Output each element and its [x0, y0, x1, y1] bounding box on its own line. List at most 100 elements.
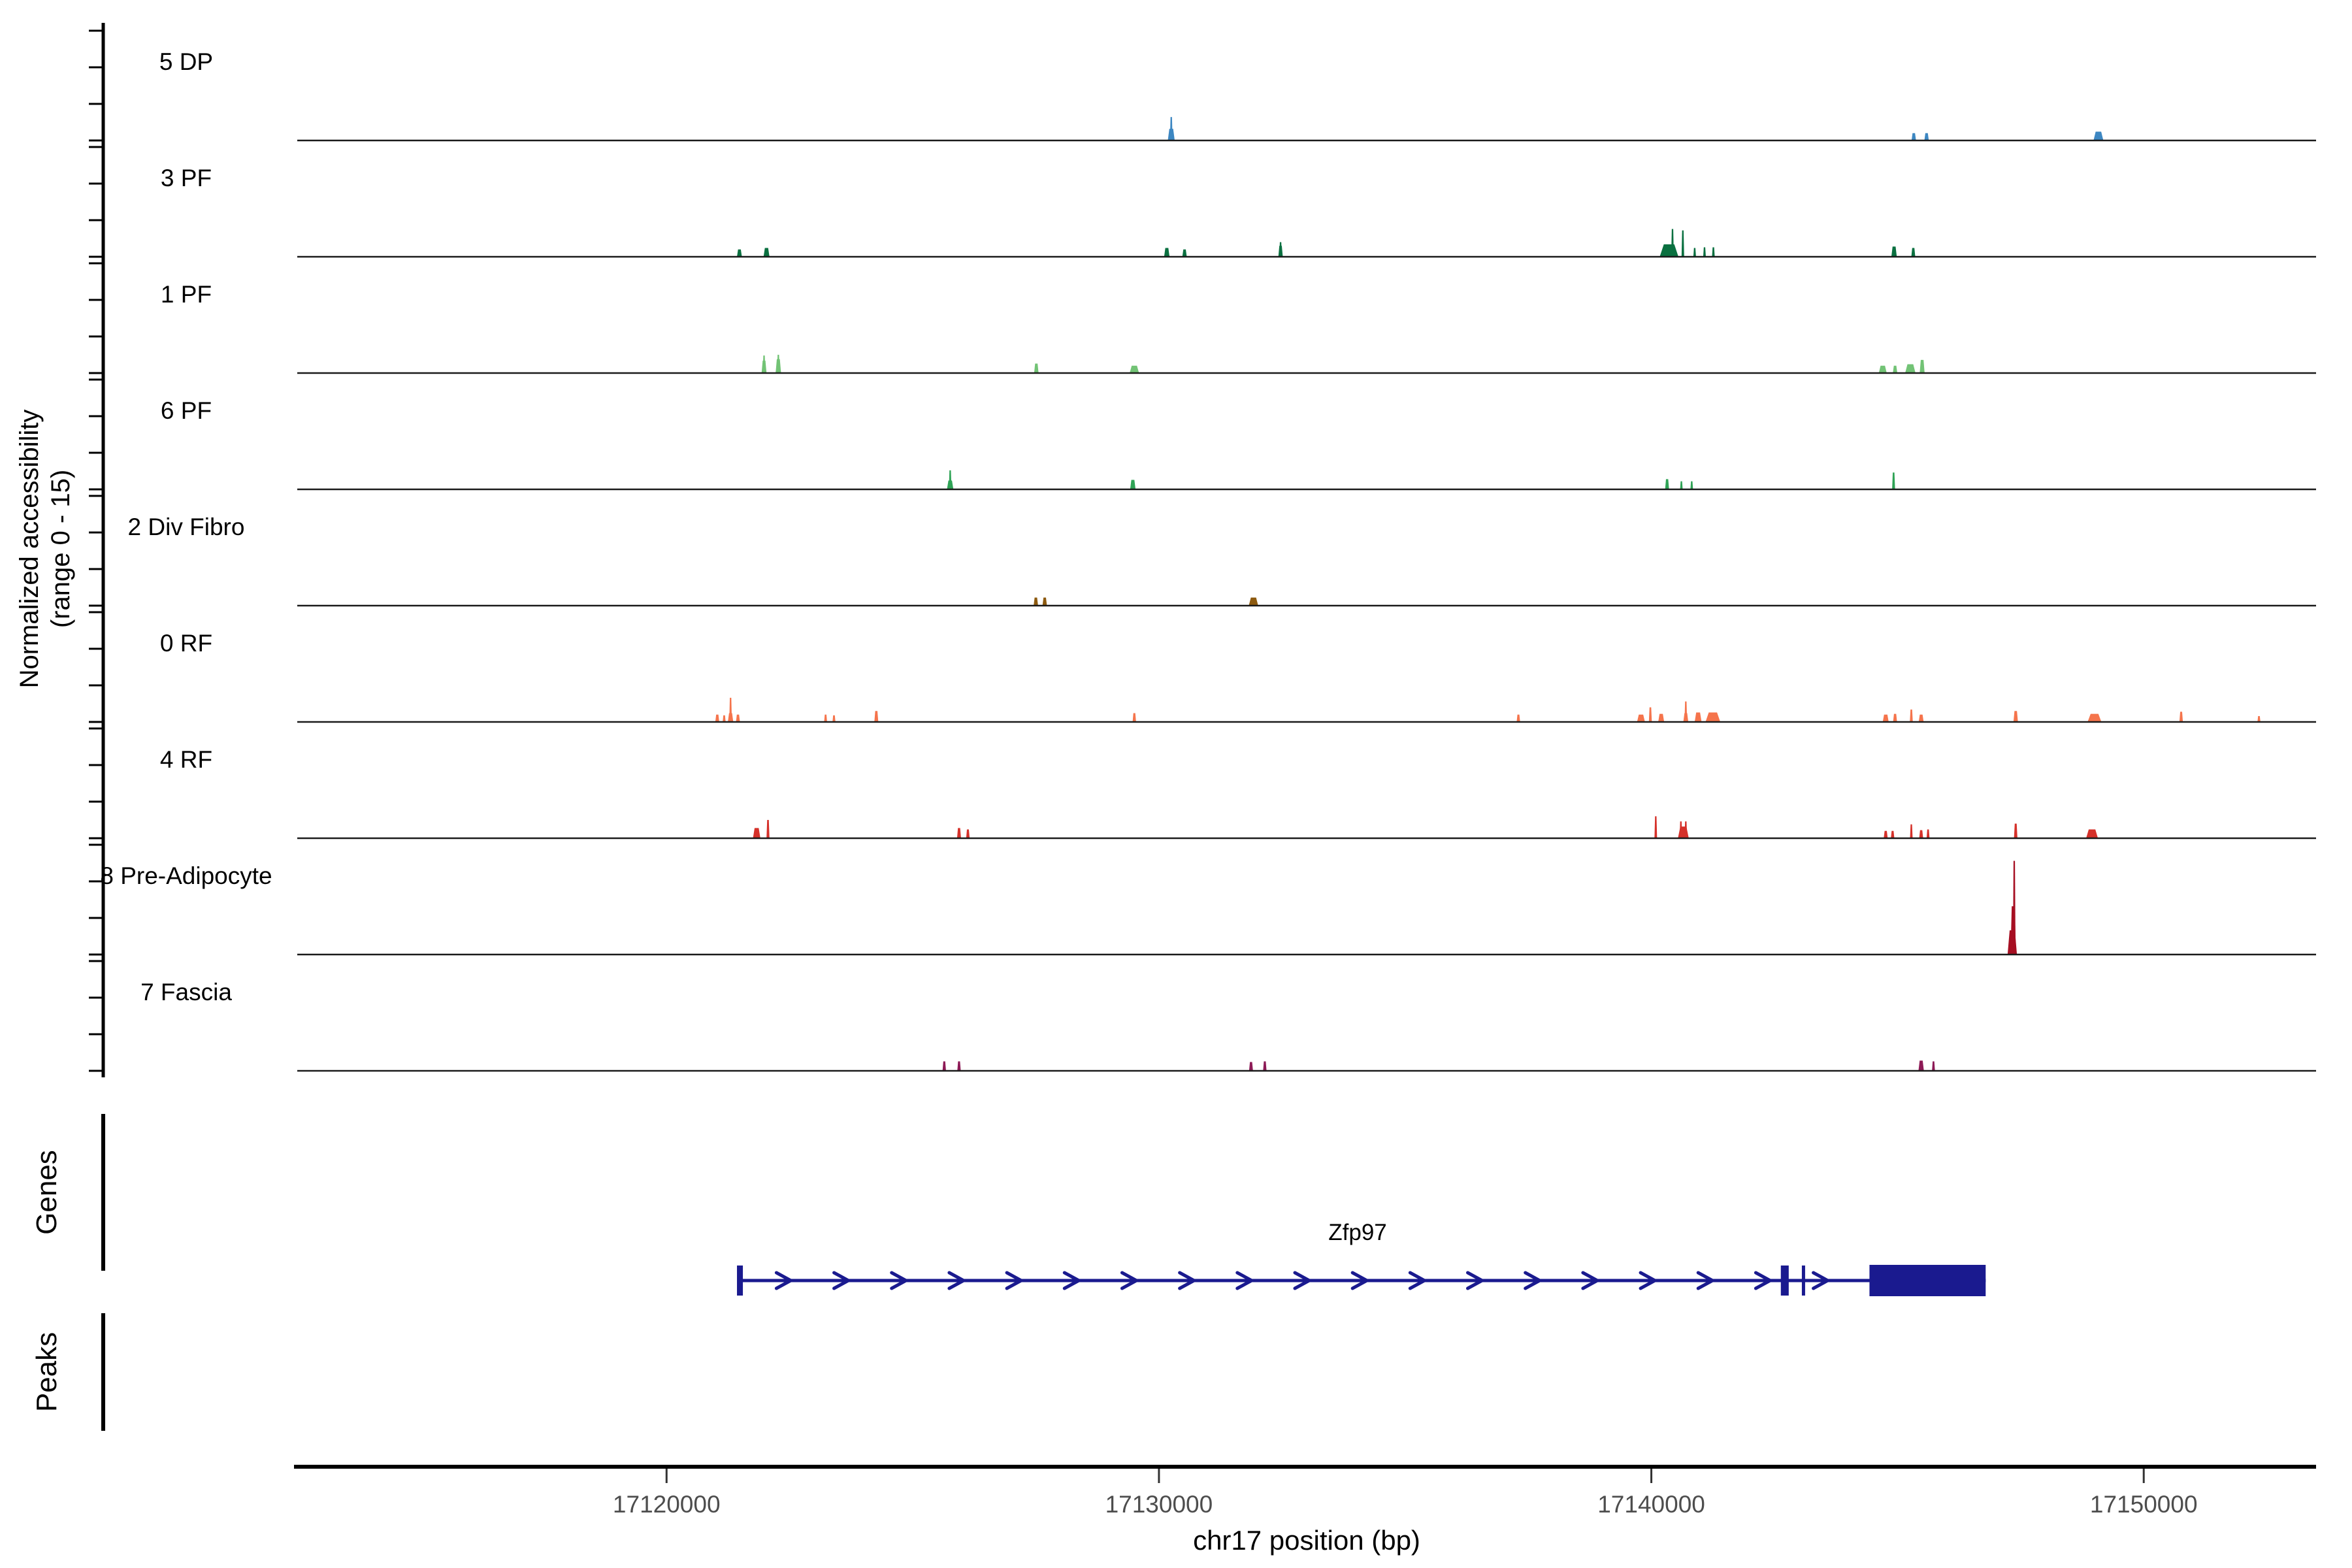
track-label: 3 PF [161, 165, 212, 191]
peak-bar [1648, 707, 1652, 722]
peak-bar [1705, 712, 1721, 722]
peak-bar [956, 828, 961, 838]
peak-bar [1884, 830, 1888, 838]
peak-bar [1919, 359, 1925, 373]
exon-tick [737, 1266, 743, 1296]
peak-bar [1882, 714, 1889, 722]
y-axis-title-line1: Normalized accessibility [15, 410, 44, 689]
peak-bar [1681, 230, 1684, 257]
track-label: 1 PF [161, 281, 212, 308]
peak-bar [1918, 714, 1924, 722]
strand-direction-chevron-icon [1466, 1271, 1486, 1290]
strand-direction-chevron-icon [1350, 1271, 1371, 1290]
x-axis-tick-label: 17150000 [2090, 1491, 2198, 1518]
strand-direction-chevron-icon [1293, 1271, 1313, 1290]
peak-bar [1249, 1062, 1253, 1071]
peak-bar [1926, 829, 1930, 838]
peak-bar [832, 715, 836, 722]
peak-bar [1878, 365, 1887, 373]
peak-bar [729, 698, 732, 722]
peak-bar [715, 714, 719, 722]
peak-bar [1665, 479, 1669, 489]
peak-bar [1658, 713, 1665, 722]
peak-bar [1654, 816, 1658, 838]
peak-bar [1893, 365, 1898, 373]
strand-direction-chevron-icon [1062, 1271, 1083, 1290]
gene-name-label: Zfp97 [1328, 1220, 1387, 1245]
peak-bar [966, 829, 970, 838]
peak-bar [1703, 247, 1706, 257]
peak-bar [762, 355, 766, 373]
peak-bar [942, 1061, 946, 1071]
peak-bar [1169, 117, 1173, 140]
track-8-pre-adipocyte: 8 Pre-Adipocyte [100, 860, 2316, 956]
peak-bar [2093, 131, 2104, 140]
genes-section-label: Genes [31, 1150, 63, 1235]
x-axis-tick-label: 17130000 [1105, 1491, 1213, 1518]
peak-bar [1516, 714, 1520, 722]
peak-bar [1905, 364, 1916, 373]
track-5-dp: 5 DP [159, 48, 2316, 142]
peak-bar [1042, 597, 1047, 606]
track-label: 5 DP [159, 48, 213, 75]
peak-bar [2086, 829, 2099, 838]
track-label: 8 Pre-Adipocyte [100, 862, 272, 889]
y-axis [89, 23, 105, 1077]
strand-direction-chevron-icon [1178, 1271, 1198, 1290]
peak-bar [1891, 830, 1895, 838]
peak-bar [1132, 713, 1136, 722]
y-axis-title-line2: (range 0 - 15) [46, 470, 75, 628]
peak-bar [1919, 830, 1923, 838]
peak-bar [1684, 821, 1688, 838]
peak-bar [1671, 229, 1674, 257]
peak-bar [1911, 133, 1916, 140]
track-3-pf: 3 PF [161, 165, 2316, 258]
peak-bar [1684, 701, 1688, 722]
peak-bar [1130, 480, 1136, 489]
peak-bar [1910, 709, 1913, 722]
track-1-pf: 1 PF [161, 281, 2316, 374]
exon-tick [1801, 1266, 1805, 1296]
x-axis-title: chr17 position (bp) [1193, 1525, 1420, 1556]
peak-bar [1694, 712, 1702, 722]
peak-bar [736, 714, 740, 722]
peak-bar [1918, 1060, 1924, 1071]
exon-tick [1780, 1266, 1789, 1296]
peak-bar [824, 714, 827, 722]
track-0-rf: 0 RF [160, 630, 2316, 723]
peak-bar [1680, 481, 1683, 489]
peak-bar [1263, 1061, 1267, 1071]
strand-direction-chevron-icon [1120, 1271, 1140, 1290]
track-label: 0 RF [160, 630, 212, 657]
strand-direction-chevron-icon [1581, 1271, 1601, 1290]
peak-bar [874, 711, 879, 722]
gene-track [737, 1265, 1986, 1296]
x-axis-tick-label: 17140000 [1597, 1491, 1705, 1518]
peak-bar [2013, 860, 2016, 955]
peak-bar [1892, 472, 1895, 489]
strand-direction-chevron-icon [774, 1271, 794, 1290]
peak-bar [1712, 247, 1715, 257]
peak-bar [949, 470, 952, 489]
x-axis-tick-label: 17120000 [613, 1491, 721, 1518]
peak-bar [1932, 1061, 1935, 1071]
peak-bar [777, 355, 780, 373]
peak-bar [1891, 246, 1897, 257]
track-label: 7 Fascia [140, 979, 232, 1005]
peak-bar [2179, 711, 2183, 722]
peak-bar [957, 1061, 961, 1071]
track-label: 4 RF [160, 746, 212, 773]
peak-bar [1690, 481, 1693, 489]
strand-direction-chevron-icon [1005, 1271, 1025, 1290]
peak-bar [1182, 249, 1187, 257]
peak-bar [1279, 242, 1282, 257]
peak-bar [1924, 133, 1929, 140]
track-7-fascia: 7 Fascia [140, 979, 2316, 1072]
peak-bar [1249, 597, 1258, 606]
peak-bar [1659, 244, 1679, 257]
strand-direction-chevron-icon [1639, 1271, 1659, 1290]
strand-direction-chevron-icon [832, 1271, 852, 1290]
peak-bar [1893, 713, 1897, 722]
peak-bar [1910, 824, 1913, 838]
peak-bar [2014, 823, 2017, 838]
